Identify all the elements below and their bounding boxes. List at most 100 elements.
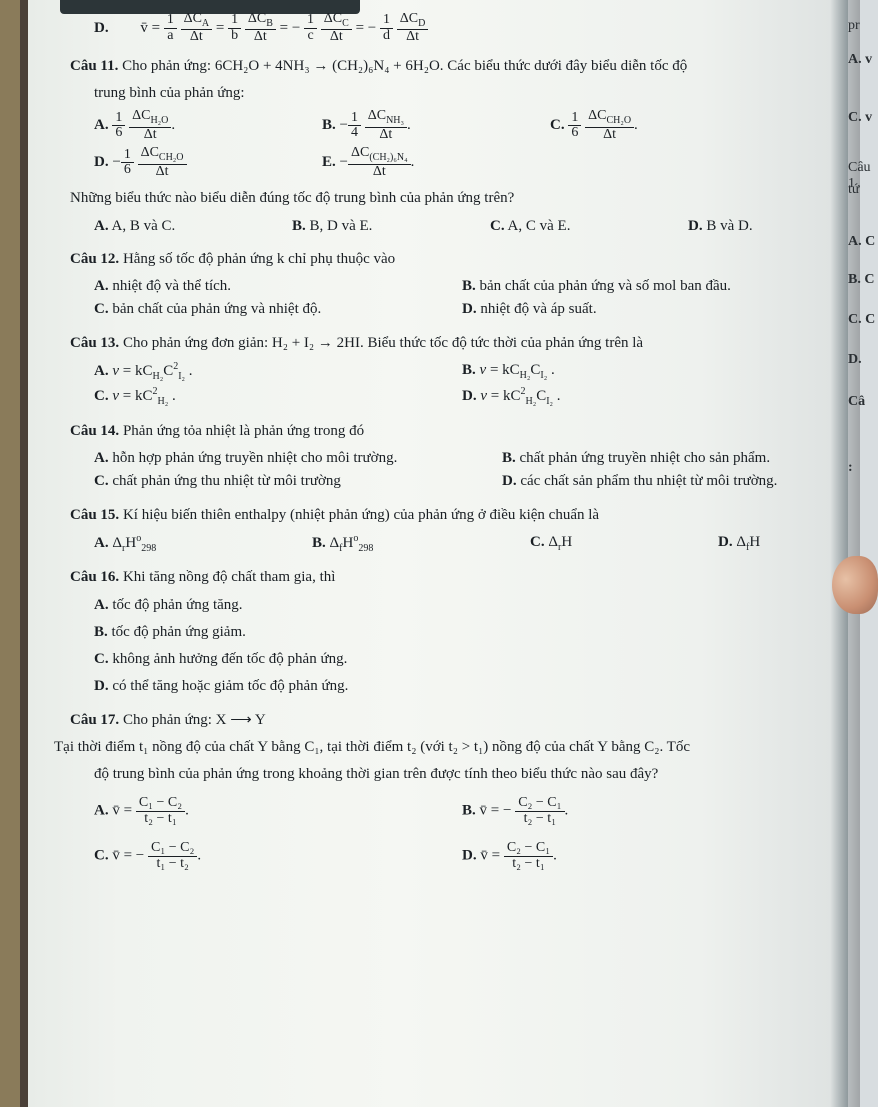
q11-E: E. −ΔC(CH₂)₆N₄Δt.	[322, 146, 414, 179]
q11-opts-row2: D. −16 ΔCCH₂OΔt E. −ΔC(CH₂)₆N₄Δt.	[94, 146, 830, 179]
lbl: D.	[502, 473, 517, 489]
frac: ΔCAΔt	[181, 12, 213, 45]
lbl: B.	[502, 450, 516, 466]
ans: nhiệt độ và thể tích.	[112, 278, 231, 294]
lbl: C.	[94, 473, 109, 489]
page: pr A. v C. v Câu 1 tứ A. C B. C C. C D. …	[0, 0, 878, 1107]
q11-D: D. −16 ΔCCH₂OΔt	[94, 146, 294, 179]
q17-D: D. v̄ = C₂ − C₁t₂ − t₁.	[462, 841, 557, 871]
margin-frag: D.	[848, 352, 876, 368]
ans: tốc độ phản ứng giảm.	[112, 624, 246, 640]
lbl: A.	[94, 535, 109, 551]
margin-frag: A. C	[848, 234, 876, 250]
margin-frag-text: D.	[848, 352, 862, 367]
lbl: C.	[94, 388, 109, 404]
lbl: D.	[462, 847, 477, 863]
frac: 1b	[228, 13, 241, 43]
q11-text2: trung bình của phản ứng:	[94, 82, 830, 105]
q17-text2: Tại thời điểm t₁ nồng độ của chất Y bằng…	[54, 736, 830, 759]
q17-text1: Cho phản ứng: X ⟶ Y	[123, 712, 266, 728]
lbl: C.	[94, 651, 109, 667]
ans: A, B và C.	[112, 218, 176, 234]
frac: 1a	[164, 13, 177, 43]
lhs: v̄ = −	[112, 847, 144, 863]
question-13: Câu 13. Cho phản ứng đơn giản: H₂ + I₂ →…	[70, 332, 830, 410]
q17-text3: độ trung bình của phản ứng trong khoảng …	[94, 763, 830, 786]
lbl: D.	[462, 388, 477, 404]
q11-followup: Những biểu thức nào biểu diễn đúng tốc đ…	[70, 187, 830, 210]
lhs: v̄ = −	[480, 803, 512, 819]
label: C.	[550, 117, 565, 133]
lhs: v̄ =	[112, 803, 132, 819]
ans: bản chất của phản ứng và nhiệt độ.	[112, 301, 321, 317]
lbl: B.	[292, 218, 306, 234]
q11-opts-row1: A. 16 ΔCH₂OΔt. B. −14 ΔCNH₃Δt. C. 16 ΔCC…	[94, 109, 830, 142]
lbl: C.	[94, 847, 109, 863]
label: D.	[94, 154, 109, 170]
ans: có thể tăng hoặc giảm tốc độ phản ứng.	[112, 678, 348, 694]
ans: bản chất của phản ứng và số mol ban đầu.	[480, 278, 731, 294]
margin-frag: Câ	[848, 394, 876, 410]
lbl: D.	[718, 534, 733, 550]
q12-title: Câu 12.	[70, 251, 119, 267]
q16-title: Câu 16.	[70, 569, 119, 585]
lbl: A.	[94, 450, 109, 466]
question-11: Câu 11. Cho phản ứng: 6CH₂O + 4NH₃ → (CH…	[70, 55, 830, 238]
margin-frag: C. v	[848, 110, 876, 126]
q16-text: Khi tăng nồng độ chất tham gia, thì	[123, 569, 335, 585]
q11-A: A. 16 ΔCH₂OΔt.	[94, 109, 294, 142]
lbl: A.	[94, 363, 109, 379]
q14-title: Câu 14.	[70, 423, 119, 439]
lbl: C.	[490, 218, 505, 234]
q13-text: Cho phản ứng đơn giản: H₂ + I₂ → 2HI. Bi…	[123, 335, 643, 351]
q17-title: Câu 17.	[70, 712, 119, 728]
ans: các chất sản phẩm thu nhiệt từ môi trườn…	[520, 473, 777, 489]
ans: không ảnh hưởng đến tốc độ phản ứng.	[112, 651, 347, 667]
q14-text: Phản ứng tỏa nhiệt là phản ứng trong đó	[123, 423, 364, 439]
q13-title: Câu 13.	[70, 335, 119, 351]
lbl: A.	[94, 803, 109, 819]
ans: B và D.	[706, 218, 752, 234]
ans: chất phản ứng truyền nhiệt cho sản phẩm.	[520, 450, 771, 466]
lbl: B.	[462, 362, 476, 378]
margin-frag: tứ	[848, 182, 876, 198]
margin-frag-text: A. v	[848, 52, 872, 67]
lbl: D.	[462, 301, 477, 317]
question-16: Câu 16. Khi tăng nồng độ chất tham gia, …	[70, 566, 830, 698]
lbl: B.	[462, 803, 476, 819]
ans: chất phản ứng thu nhiệt từ môi trường	[112, 473, 341, 489]
margin-frag: pr	[848, 18, 876, 34]
content: D. v̄ = 1a ΔCAΔt = 1b ΔCBΔt = − 1c ΔCCΔt…	[70, 8, 830, 871]
label: E.	[322, 154, 336, 170]
question-15: Câu 15. Kí hiệu biến thiên enthalpy (nhi…	[70, 504, 830, 557]
lbl: D.	[94, 678, 109, 694]
lbl: B.	[462, 278, 476, 294]
frac: ΔCDΔt	[397, 12, 429, 45]
label: B.	[322, 117, 336, 133]
margin-frag-text: tứ	[848, 182, 859, 197]
margin-frag-text: C. v	[848, 110, 872, 125]
eq-lhs: v̄ =	[140, 20, 160, 36]
q11-title: Câu 11.	[70, 58, 118, 74]
lbl: C.	[94, 301, 109, 317]
frac: 1d	[380, 13, 393, 43]
ans: B, D và E.	[310, 218, 373, 234]
q11-text1: Cho phản ứng: 6CH₂O + 4NH₃ → (CH₂)₆N₄ + …	[122, 58, 687, 74]
label: A.	[94, 117, 109, 133]
margin-frag-text: B. C	[848, 272, 874, 287]
margin-frag-text: :	[848, 460, 853, 475]
margin-frag: B. C	[848, 272, 876, 288]
margin-frag-text: A. C	[848, 234, 875, 249]
lbl: A.	[94, 597, 109, 613]
margin-frag: :	[848, 460, 876, 476]
margin-frag: A. v	[848, 52, 876, 68]
lbl: B.	[94, 624, 108, 640]
lhs: v̄ =	[480, 847, 500, 863]
q17-A: A. v̄ = C₁ − C₂t₂ − t₁.	[94, 796, 434, 826]
question-17: Câu 17. Cho phản ứng: X ⟶ Y Tại thời điể…	[70, 709, 830, 872]
question-14: Câu 14. Phản ứng tỏa nhiệt là phản ứng t…	[70, 420, 830, 494]
question-12: Câu 12. Hằng số tốc độ phản ứng k chỉ ph…	[70, 248, 830, 322]
lbl: D.	[688, 218, 703, 234]
ans: hỗn hợp phản ứng truyền nhiệt cho môi tr…	[112, 450, 397, 466]
q15-text: Kí hiệu biến thiên enthalpy (nhiệt phản …	[123, 507, 599, 523]
